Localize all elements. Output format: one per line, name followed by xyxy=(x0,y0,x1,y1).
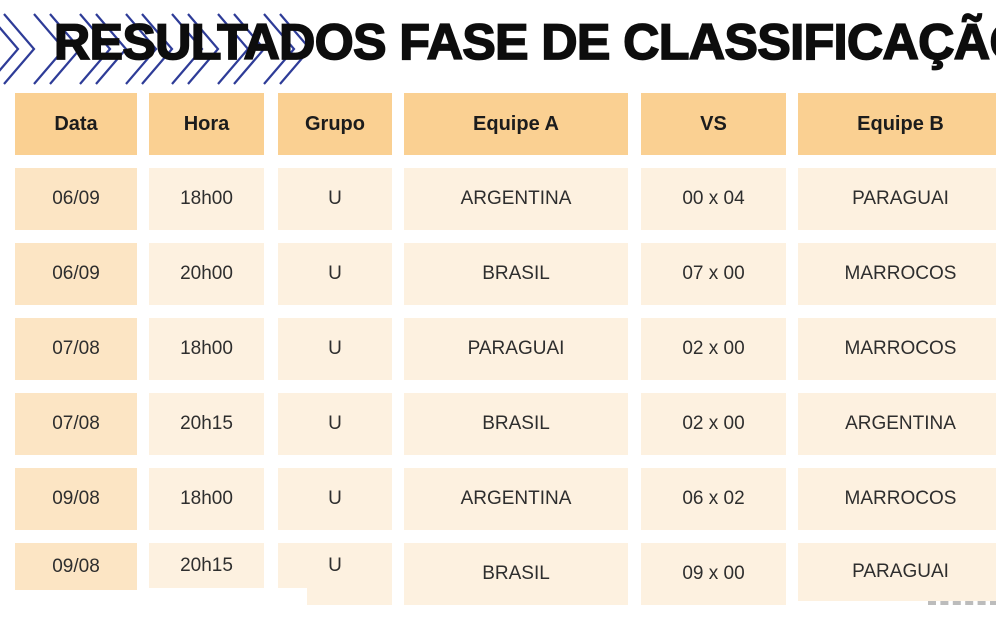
header-equipe-a: Equipe A xyxy=(404,93,628,155)
table-cell: 20h15 xyxy=(149,543,264,588)
table-cell: ARGENTINA xyxy=(798,393,996,455)
table-cell: U xyxy=(278,468,392,530)
table-cell: 09/08 xyxy=(15,543,137,590)
table-cell: ARGENTINA xyxy=(404,168,628,230)
table-cell: MARROCOS xyxy=(798,318,996,380)
header-grupo: Grupo xyxy=(278,93,392,155)
table-cell: MARROCOS xyxy=(798,468,996,530)
chevron-right-train-icon xyxy=(0,13,312,85)
table-cell: 09/08 xyxy=(15,468,137,530)
header-data: Data xyxy=(15,93,137,155)
table-cell: 07/08 xyxy=(15,318,137,380)
table-cell: ARGENTINA xyxy=(404,468,628,530)
page-title: RESULTADOS FASE DE CLASSIFICAÇÃO xyxy=(53,13,996,71)
table-cell: PARAGUAI xyxy=(798,543,996,601)
table-cell: 18h00 xyxy=(149,468,264,530)
table-cell: PARAGUAI xyxy=(798,168,996,230)
table-cell: 09 x 00 xyxy=(641,543,786,605)
table-cell: 00 x 04 xyxy=(641,168,786,230)
table-cell: BRASIL xyxy=(404,243,628,305)
table-cell: 20h15 xyxy=(149,393,264,455)
table-cell: 06/09 xyxy=(15,243,137,305)
table-cell: BRASIL xyxy=(404,393,628,455)
table-cell: U xyxy=(278,318,392,380)
table-cell: MARROCOS xyxy=(798,243,996,305)
header-vs: VS xyxy=(641,93,786,155)
table-cell: 18h00 xyxy=(149,318,264,380)
table-cell: 18h00 xyxy=(149,168,264,230)
table-cell: BRASIL xyxy=(404,543,628,605)
table-cell: 02 x 00 xyxy=(641,393,786,455)
header-equipe-b: Equipe B xyxy=(798,93,996,155)
table-cell: U xyxy=(278,393,392,455)
table-cell: 06 x 02 xyxy=(641,468,786,530)
table-cell: 02 x 00 xyxy=(641,318,786,380)
table-cell: U xyxy=(278,168,392,230)
table-cell: 07 x 00 xyxy=(641,243,786,305)
grupo-cell-step-fragment xyxy=(307,588,392,605)
table-cell: 07/08 xyxy=(15,393,137,455)
table-cell: U xyxy=(278,243,392,305)
dashed-line-decoration xyxy=(928,601,996,605)
header-hora: Hora xyxy=(149,93,264,155)
table-cell: 20h00 xyxy=(149,243,264,305)
table-cell: 06/09 xyxy=(15,168,137,230)
table-cell: U xyxy=(278,543,392,588)
table-cell: PARAGUAI xyxy=(404,318,628,380)
